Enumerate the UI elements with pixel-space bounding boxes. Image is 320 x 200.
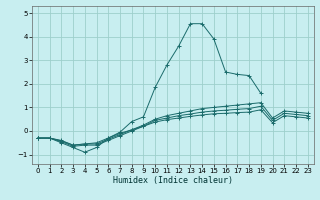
X-axis label: Humidex (Indice chaleur): Humidex (Indice chaleur) (113, 176, 233, 185)
